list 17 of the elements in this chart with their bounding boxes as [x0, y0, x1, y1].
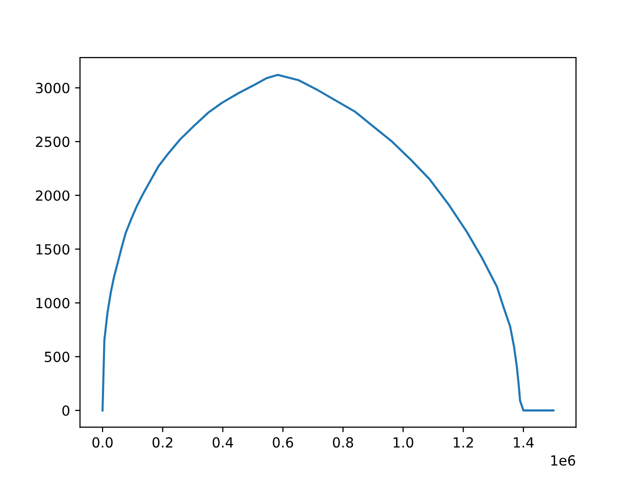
x-tick-label: 0.0 [92, 437, 113, 448]
y-tick-label: 1500 [36, 244, 70, 255]
x-tick-label: 0.6 [272, 437, 294, 448]
x-tick-label: 0.8 [332, 437, 354, 448]
y-tick-label: 500 [44, 352, 70, 362]
y-tick-label: 1000 [36, 298, 70, 308]
y-tick-label: 2000 [36, 190, 70, 201]
x-tick-label: 1.2 [454, 437, 473, 448]
text: 1e6 [551, 455, 576, 466]
x-tick-label: 1.0 [394, 437, 414, 448]
x-tick-label: 0.4 [212, 437, 234, 448]
y-tick-label: 3000 [36, 82, 70, 94]
x-tick-label: 0.2 [152, 437, 172, 448]
y-tick-label: 2500 [36, 136, 70, 148]
line-series [102, 74, 554, 412]
y-tick-label: 0 [62, 405, 70, 416]
x-tick-label: 1.4 [514, 437, 534, 448]
